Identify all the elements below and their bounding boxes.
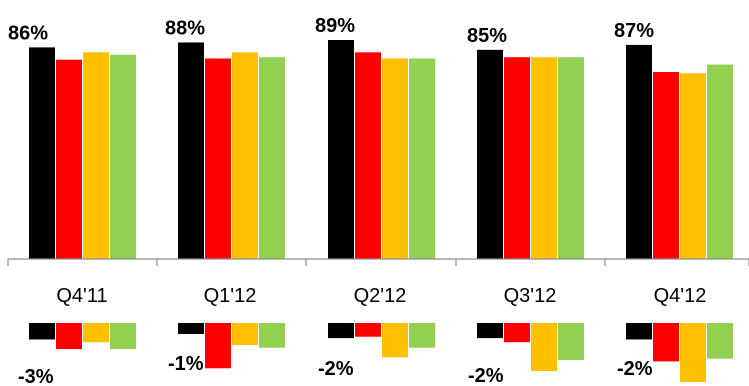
- bar-Q4'12-s3: [680, 73, 706, 259]
- bar-Q2'12-s3: [382, 58, 408, 260]
- delta-bar-Q2'12-s2: [355, 323, 381, 337]
- x-axis: [7, 258, 749, 266]
- delta-bar-Q3'12-s4: [558, 323, 584, 361]
- bar-Q3'12-s2: [504, 57, 530, 260]
- bar-Q3'12-s4: [558, 57, 584, 260]
- bar-Q4'12-s4: [707, 64, 733, 259]
- delta-bar-Q4'11-s2: [56, 323, 82, 350]
- category-label-5: Q4'12: [654, 285, 707, 307]
- bar-Q4'12-s2: [653, 71, 679, 259]
- delta-bar-Q3'12-s1: [477, 323, 503, 339]
- category-label-1: Q4'11: [56, 285, 107, 307]
- labels-group: 86% 88% 89% 85% 87% Q4'11 Q1'12 Q2'12 Q3'12 Q4'12…: [8, 15, 706, 386]
- category-label-2: Q1'12: [204, 285, 257, 307]
- value-label-3: 89%: [315, 15, 355, 37]
- bar-Q1'12-s4: [259, 57, 285, 260]
- bar-Q4'11-s4: [110, 54, 136, 260]
- delta-label-1: -3%: [18, 366, 54, 386]
- bar-Q2'12-s1: [328, 40, 354, 259]
- delta-bar-Q3'12-s3: [531, 323, 557, 372]
- delta-bar-Q2'12-s3: [382, 323, 408, 358]
- delta-bar-Q4'11-s4: [110, 323, 136, 350]
- delta-bar-Q4'11-s1: [29, 323, 55, 340]
- bar-Q4'11-s1: [29, 47, 55, 260]
- bar-Q3'12-s1: [477, 49, 503, 259]
- value-label-4: 85%: [467, 25, 507, 47]
- delta-bars-group: [29, 323, 733, 382]
- value-label-5: 87%: [614, 20, 654, 42]
- delta-bar-Q2'12-s4: [409, 323, 435, 348]
- delta-label-5: -2%: [617, 358, 653, 380]
- delta-bar-Q4'11-s3: [83, 323, 109, 343]
- delta-label-3: -2%: [318, 358, 354, 380]
- delta-bar-Q1'12-s4: [259, 323, 285, 348]
- bar-Q3'12-s3: [531, 57, 557, 260]
- main-bars-group: [29, 40, 733, 260]
- bar-Q2'12-s4: [409, 58, 435, 260]
- bar-Q1'12-s2: [205, 58, 231, 260]
- bar-Q2'12-s2: [355, 52, 381, 259]
- delta-bar-Q4'12-s3: [680, 323, 706, 382]
- delta-bar-Q4'12-s2: [653, 323, 679, 362]
- delta-label-4: -2%: [468, 365, 504, 386]
- delta-bar-Q1'12-s1: [178, 323, 204, 334]
- delta-bar-Q1'12-s3: [232, 323, 258, 345]
- delta-bar-Q4'12-s4: [707, 323, 733, 359]
- delta-bar-Q3'12-s2: [504, 323, 530, 343]
- delta-label-2: -1%: [168, 353, 204, 375]
- bar-Q4'12-s1: [626, 44, 652, 259]
- value-label-2: 88%: [165, 17, 205, 39]
- bar-Q4'11-s3: [83, 52, 109, 259]
- bar-Q1'12-s1: [178, 42, 204, 259]
- category-label-3: Q2'12: [354, 285, 407, 307]
- delta-bar-Q2'12-s1: [328, 323, 354, 339]
- bar-Q4'11-s2: [56, 59, 82, 259]
- delta-bar-Q1'12-s2: [205, 323, 231, 369]
- bar-Q1'12-s3: [232, 52, 258, 259]
- delta-bar-Q4'12-s1: [626, 323, 652, 340]
- value-label-1: 86%: [8, 22, 48, 44]
- category-label-4: Q3'12: [504, 285, 557, 307]
